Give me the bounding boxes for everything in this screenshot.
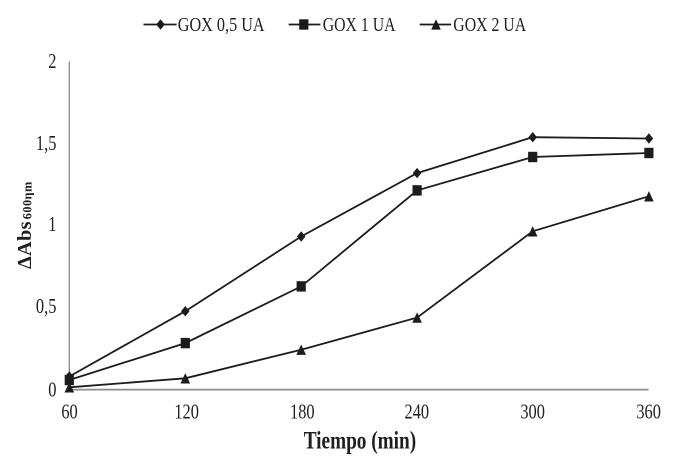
svg-text:180: 180 (290, 401, 315, 424)
svg-text:600ηm: 600ηm (21, 181, 35, 219)
svg-text:GOX 0,5 UA: GOX 0,5 UA (178, 13, 265, 35)
svg-text:2: 2 (48, 50, 56, 73)
svg-text:0,5: 0,5 (36, 295, 56, 318)
svg-text:1: 1 (48, 213, 56, 236)
svg-text:120: 120 (174, 401, 199, 424)
svg-text:ΔAbs: ΔAbs (14, 221, 36, 269)
svg-text:300: 300 (520, 401, 545, 424)
svg-text:240: 240 (405, 401, 430, 424)
svg-text:Tiempo (min): Tiempo (min) (304, 426, 416, 454)
svg-text:1,5: 1,5 (36, 132, 56, 155)
svg-text:60: 60 (61, 401, 77, 424)
svg-text:360: 360 (636, 401, 661, 424)
svg-text:GOX 1 UA: GOX 1 UA (323, 13, 396, 35)
svg-text:GOX 2 UA: GOX 2 UA (453, 13, 526, 35)
svg-text:0: 0 (48, 379, 56, 402)
